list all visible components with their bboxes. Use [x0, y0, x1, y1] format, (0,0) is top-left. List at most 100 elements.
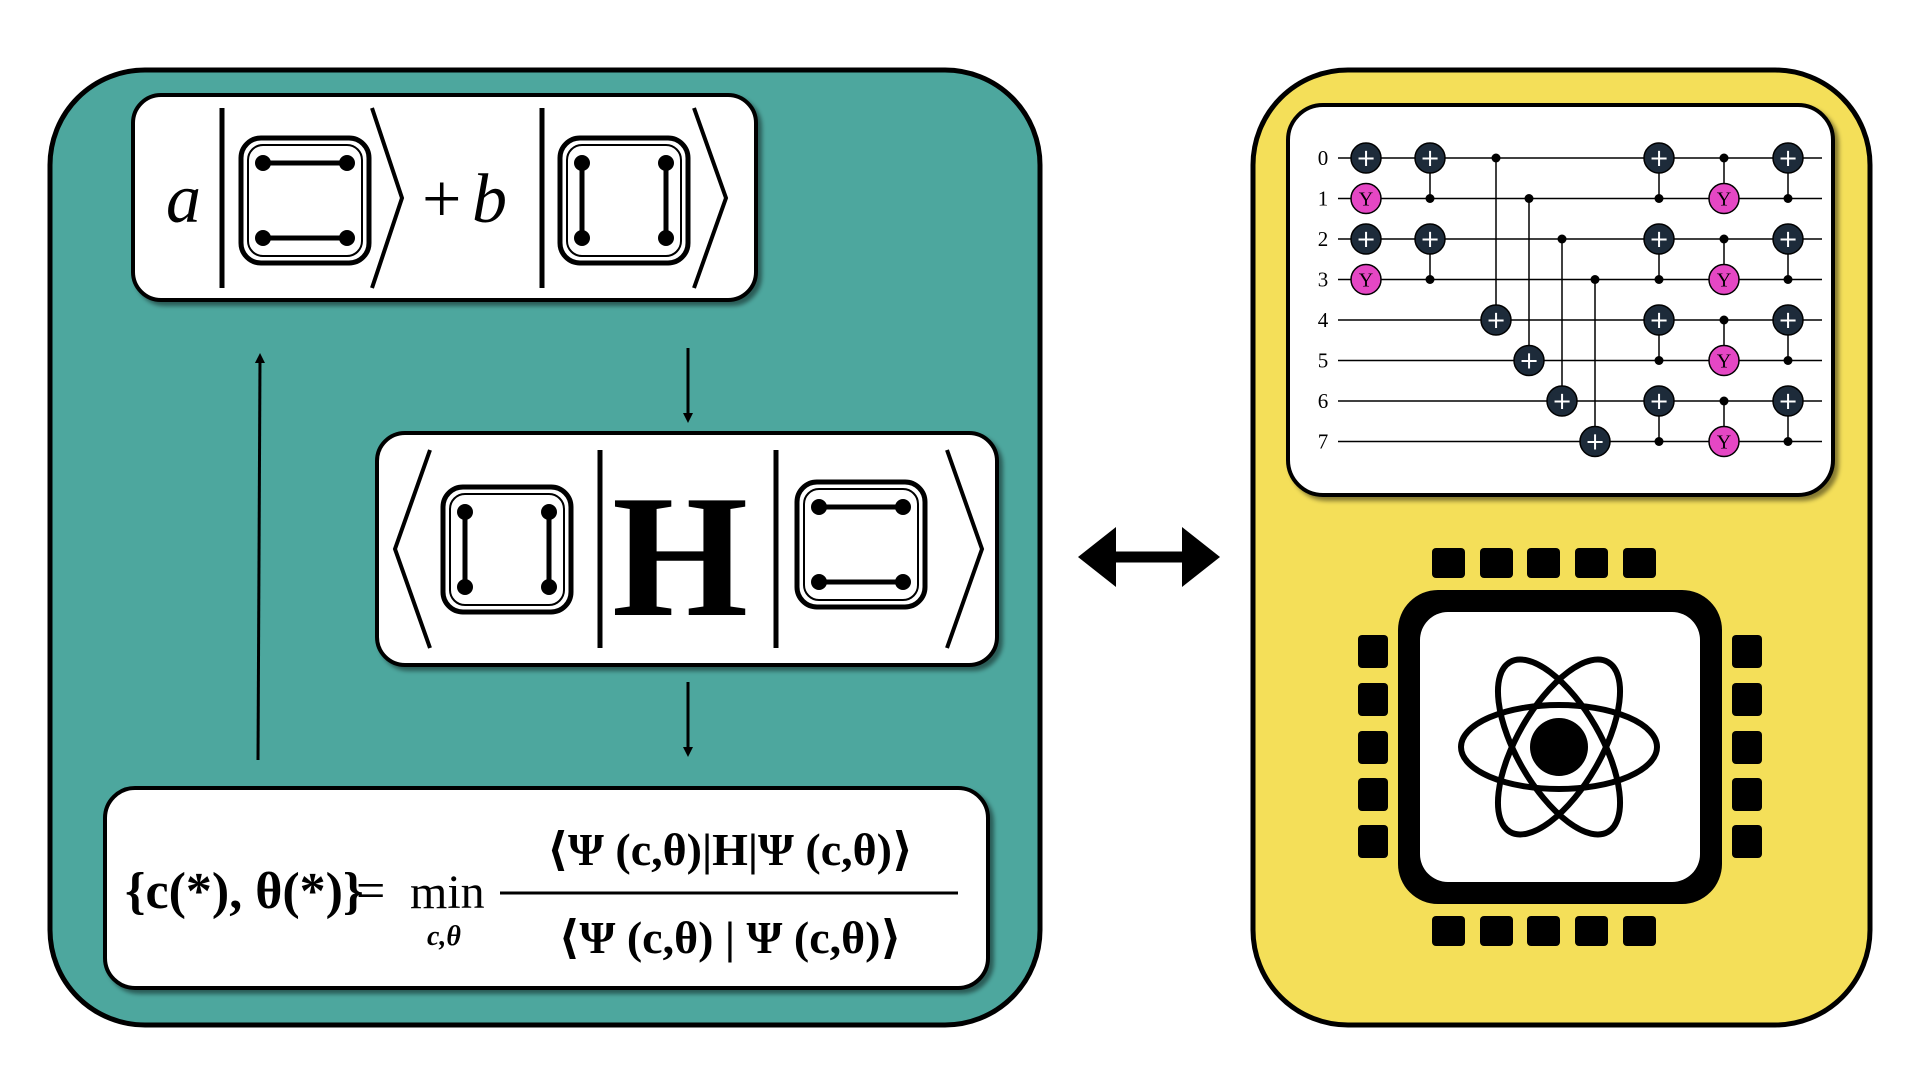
numerator: ⟨Ψ (c,θ)|H|Ψ (c,θ)⟩	[547, 824, 913, 875]
cnot-plus-symbol: +	[1778, 306, 1798, 334]
cnot-target-icon	[1643, 223, 1675, 255]
chip-pin	[1358, 683, 1388, 716]
cnot-plus-symbol: +	[1778, 144, 1798, 172]
chip-pin	[1623, 548, 1656, 578]
cnot-plus-symbol: +	[1649, 306, 1669, 334]
chip-pin	[1358, 778, 1388, 811]
chip-pin	[1732, 778, 1762, 811]
qubit-label: 3	[1318, 268, 1329, 292]
y-gate-label: Y	[1717, 432, 1731, 454]
double-arrow-icon	[1078, 527, 1220, 587]
quantum-chip-icon	[1358, 548, 1762, 946]
cnot-target-icon	[1513, 344, 1545, 377]
chip-pin	[1480, 548, 1513, 578]
cnot-plus-symbol: +	[1552, 387, 1572, 415]
chip-pin	[1432, 916, 1465, 946]
horizontal-dimer-icon	[241, 138, 369, 263]
y-gate-label: Y	[1359, 189, 1373, 211]
cnot-target-icon	[1772, 142, 1804, 174]
cnot-target-icon	[1414, 223, 1446, 255]
atom-icon	[1458, 656, 1660, 838]
control-dot	[1719, 396, 1729, 406]
plus-sign: +	[422, 161, 461, 238]
chip-pin	[1732, 635, 1762, 668]
y-gate-icon	[1708, 344, 1740, 377]
chip-pin	[1732, 731, 1762, 764]
cnot-plus-symbol: +	[1486, 306, 1506, 334]
chip-pin	[1732, 825, 1762, 858]
cnot-target-icon	[1350, 142, 1382, 174]
control-dot	[1654, 275, 1664, 284]
control-dot	[1425, 275, 1435, 284]
cnot-plus-symbol: +	[1585, 428, 1605, 456]
horizontal-dimer-ket-icon	[797, 482, 925, 607]
cnot-target-icon	[1772, 304, 1804, 336]
y-gate-icon	[1708, 182, 1740, 215]
control-dot	[1524, 194, 1534, 203]
quantum-circuit-box	[1286, 103, 1835, 497]
min-subscript: c,θ	[427, 921, 461, 952]
cnot-target-icon	[1480, 304, 1512, 336]
hamiltonian-symbol: H	[612, 459, 748, 653]
qubit-label: 5	[1318, 349, 1329, 373]
energy-minimization-box: {c(*), θ(*)} = min c,θ ⟨Ψ (c,θ)|H|Ψ (c,θ…	[103, 786, 990, 990]
control-dot	[1719, 153, 1729, 163]
cnot-plus-symbol: +	[1649, 387, 1669, 415]
y-gate-label: Y	[1717, 270, 1731, 292]
vertical-dimer-bra-icon	[443, 487, 571, 612]
denominator: ⟨Ψ (c,θ) | Ψ (c,θ)⟩	[558, 912, 901, 963]
equals-sign: =	[356, 863, 385, 920]
cnot-target-icon	[1414, 142, 1446, 174]
cnot-target-icon	[1643, 142, 1675, 174]
y-gate-label: Y	[1717, 189, 1731, 211]
control-dot	[1783, 356, 1793, 365]
cnot-target-icon	[1350, 223, 1382, 255]
y-gate-icon	[1350, 182, 1382, 215]
chip-pin	[1732, 683, 1762, 716]
chip-pin	[1432, 548, 1465, 578]
control-dot	[1557, 234, 1567, 244]
cnot-target-icon	[1772, 385, 1804, 417]
cnot-target-icon	[1643, 385, 1675, 417]
chip-pin	[1575, 916, 1608, 946]
control-dot	[1783, 275, 1793, 284]
qubit-label: 7	[1318, 430, 1329, 454]
y-gate-icon	[1708, 263, 1740, 296]
cnot-plus-symbol: +	[1356, 225, 1376, 253]
chip-pin	[1358, 825, 1388, 858]
vertical-dimer-icon	[560, 138, 688, 263]
coefficient-a: a	[166, 161, 201, 238]
control-dot	[1719, 234, 1729, 244]
control-dot	[1783, 194, 1793, 203]
y-gate-icon	[1350, 263, 1382, 296]
coefficient-b: b	[472, 161, 507, 238]
control-dot	[1590, 275, 1600, 284]
hamiltonian-matrix-element-box: H	[375, 431, 999, 667]
cnot-plus-symbol: +	[1420, 144, 1440, 172]
chip-pin	[1358, 731, 1388, 764]
cnot-target-icon	[1546, 385, 1578, 417]
qubit-label: 6	[1318, 389, 1329, 413]
chip-pin	[1480, 916, 1513, 946]
chip-pin	[1527, 548, 1560, 578]
chip-pin	[1575, 548, 1608, 578]
y-gate-icon	[1708, 425, 1740, 458]
chip-pin	[1358, 635, 1388, 668]
control-dot	[1654, 194, 1664, 203]
cnot-plus-symbol: +	[1649, 144, 1669, 172]
trial-state-box: a + b	[131, 93, 758, 302]
y-gate-label: Y	[1359, 270, 1373, 292]
cnot-plus-symbol: +	[1778, 225, 1798, 253]
cnot-plus-symbol: +	[1519, 347, 1539, 375]
cnot-target-icon	[1579, 425, 1611, 458]
cnot-plus-symbol: +	[1778, 387, 1798, 415]
qubit-label: 4	[1318, 308, 1329, 332]
control-dot	[1491, 153, 1501, 163]
control-dot	[1654, 356, 1664, 365]
y-gate-label: Y	[1717, 351, 1731, 373]
control-dot	[1425, 194, 1435, 203]
control-dot	[1719, 315, 1729, 325]
control-dot	[1654, 437, 1664, 446]
optimal-parameters: {c(*), θ(*)}	[125, 863, 363, 920]
